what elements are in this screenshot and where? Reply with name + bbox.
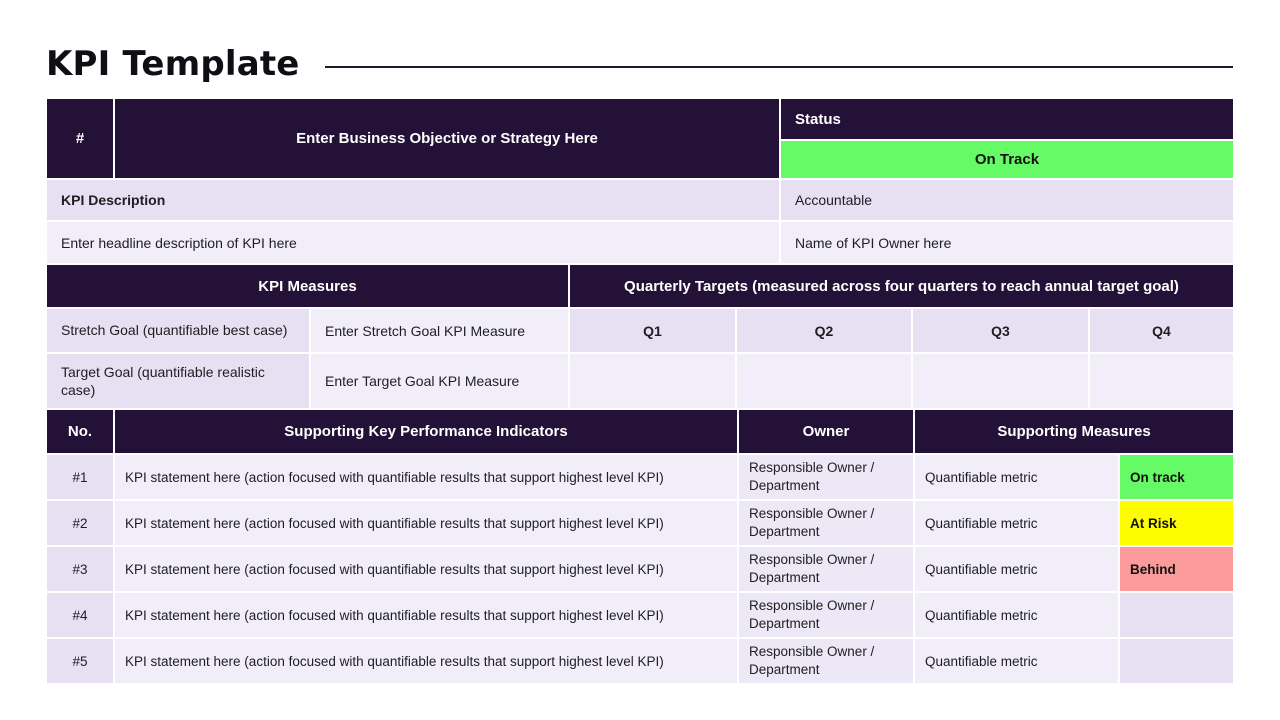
- target-goal-label-cell: Target Goal (quantifiable realistic case…: [47, 354, 309, 408]
- target-q2-cell: [737, 354, 911, 408]
- measures-header-row: KPI Measures Quarterly Targets (measured…: [47, 265, 1233, 307]
- status-empty-cell: [1120, 593, 1233, 637]
- accountable-label-cell: Accountable: [781, 180, 1233, 220]
- page-title: KPI Template: [46, 44, 300, 84]
- supporting-row-5: #5 KPI statement here (action focused wi…: [47, 639, 1233, 683]
- objective-header-cell: Enter Business Objective or Strategy Her…: [115, 99, 779, 178]
- owner-cell: Responsible Owner / Department: [739, 639, 913, 683]
- status-badge-behind: Behind: [1120, 547, 1233, 591]
- row-number-cell: #4: [47, 593, 113, 637]
- hash-header-cell: #: [47, 99, 113, 178]
- accountable-value-cell: Name of KPI Owner here: [781, 222, 1233, 263]
- row-number-cell: #2: [47, 501, 113, 545]
- supporting-row-4: #4 KPI statement here (action focused wi…: [47, 593, 1233, 637]
- target-q1-cell: [570, 354, 735, 408]
- metric-cell: Quantifiable metric: [915, 639, 1118, 683]
- status-column: Status On Track: [781, 99, 1233, 178]
- metric-cell: Quantifiable metric: [915, 501, 1118, 545]
- status-badge-at-risk: At Risk: [1120, 501, 1233, 545]
- kpi-description-label-cell: KPI Description: [47, 180, 779, 220]
- owner-cell: Responsible Owner / Department: [739, 455, 913, 499]
- row-number-cell: #3: [47, 547, 113, 591]
- supporting-header-row: No. Supporting Key Performance Indicator…: [47, 410, 1233, 453]
- kpi-statement-cell: KPI statement here (action focused with …: [115, 547, 737, 591]
- metric-cell: Quantifiable metric: [915, 455, 1118, 499]
- row-number-cell: #1: [47, 455, 113, 499]
- target-goal-measure-cell: Enter Target Goal KPI Measure: [311, 354, 568, 408]
- quarter-header-q2: Q2: [737, 309, 911, 352]
- target-q4-cell: [1090, 354, 1233, 408]
- supporting-row-3: #3 KPI statement here (action focused wi…: [47, 547, 1233, 591]
- target-goal-row: Target Goal (quantifiable realistic case…: [47, 354, 1233, 408]
- target-q3-cell: [913, 354, 1088, 408]
- metric-cell: Quantifiable metric: [915, 547, 1118, 591]
- stretch-goal-row: Stretch Goal (quantifiable best case) En…: [47, 309, 1233, 352]
- stretch-goal-label-cell: Stretch Goal (quantifiable best case): [47, 309, 309, 352]
- kpi-description-label-row: KPI Description Accountable: [47, 180, 1233, 220]
- status-header-cell: Status: [781, 99, 1233, 139]
- title-divider-line: [325, 66, 1233, 68]
- kpi-table: # Enter Business Objective or Strategy H…: [47, 99, 1233, 685]
- kpi-statement-cell: KPI statement here (action focused with …: [115, 593, 737, 637]
- row-number-cell: #5: [47, 639, 113, 683]
- metric-cell: Quantifiable metric: [915, 593, 1118, 637]
- status-badge-on-track: On track: [1120, 455, 1233, 499]
- kpi-measures-header-cell: KPI Measures: [47, 265, 568, 307]
- supporting-measures-header-cell: Supporting Measures: [915, 410, 1233, 453]
- supporting-row-2: #2 KPI statement here (action focused wi…: [47, 501, 1233, 545]
- quarter-header-q4: Q4: [1090, 309, 1233, 352]
- kpi-statement-cell: KPI statement here (action focused with …: [115, 501, 737, 545]
- kpi-description-value-cell: Enter headline description of KPI here: [47, 222, 779, 263]
- quarter-header-q1: Q1: [570, 309, 735, 352]
- owner-cell: Responsible Owner / Department: [739, 547, 913, 591]
- kpi-statement-cell: KPI statement here (action focused with …: [115, 639, 737, 683]
- status-empty-cell: [1120, 639, 1233, 683]
- supporting-row-1: #1 KPI statement here (action focused wi…: [47, 455, 1233, 499]
- no-header-cell: No.: [47, 410, 113, 453]
- supporting-kpi-header-cell: Supporting Key Performance Indicators: [115, 410, 737, 453]
- owner-header-cell: Owner: [739, 410, 913, 453]
- objective-header-row: # Enter Business Objective or Strategy H…: [47, 99, 1233, 178]
- quarterly-targets-header-cell: Quarterly Targets (measured across four …: [570, 265, 1233, 307]
- owner-cell: Responsible Owner / Department: [739, 593, 913, 637]
- kpi-statement-cell: KPI statement here (action focused with …: [115, 455, 737, 499]
- kpi-description-value-row: Enter headline description of KPI here N…: [47, 222, 1233, 263]
- owner-cell: Responsible Owner / Department: [739, 501, 913, 545]
- stretch-goal-measure-cell: Enter Stretch Goal KPI Measure: [311, 309, 568, 352]
- quarter-header-q3: Q3: [913, 309, 1088, 352]
- status-value-badge: On Track: [781, 141, 1233, 178]
